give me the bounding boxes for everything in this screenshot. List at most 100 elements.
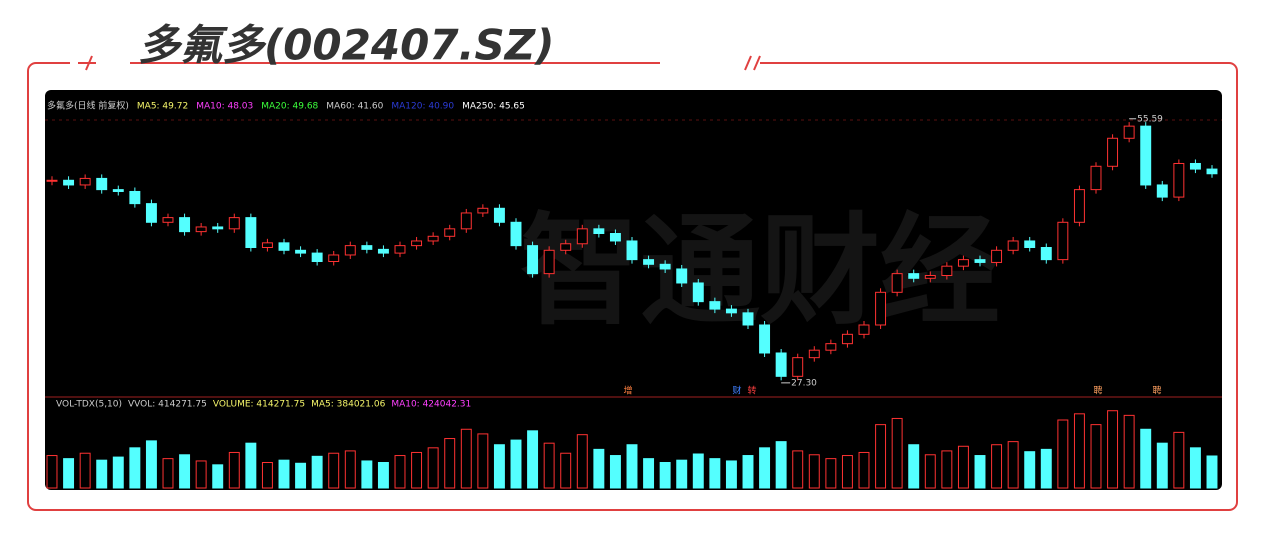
volume-bar (394, 455, 406, 489)
candle (328, 254, 340, 263)
volume-bar (1189, 447, 1201, 489)
low-label: 27.30 (791, 378, 817, 388)
candle (245, 217, 257, 249)
candle (1206, 168, 1218, 175)
volume-bar (891, 417, 903, 489)
volume-bar (908, 444, 920, 489)
candle (477, 207, 489, 214)
candle (1007, 240, 1019, 251)
legend-item: MA60: 41.60 (326, 102, 383, 112)
legend-item: VVOL: 414271.75 (128, 400, 207, 410)
volume-bar (112, 456, 124, 489)
volume-bar (626, 444, 638, 489)
frame-tick (744, 55, 752, 71)
candle (493, 207, 505, 223)
candle (46, 179, 58, 182)
volume-bar (179, 454, 191, 489)
legend-item: MA10: 48.03 (196, 102, 253, 112)
legend-item: MA5: 384021.06 (311, 400, 385, 410)
candle (1040, 247, 1052, 261)
event-marker: 聘 (1152, 385, 1161, 397)
volume-bar (543, 442, 555, 489)
volume-bar (1007, 441, 1019, 489)
candle (775, 352, 787, 377)
volume-bar (1173, 431, 1185, 489)
volume-bar (1206, 455, 1218, 489)
volume-bar (643, 458, 655, 489)
volume-bar (295, 462, 307, 489)
candle (593, 228, 605, 234)
candle (129, 190, 141, 205)
volume-bar (278, 459, 290, 489)
candle (725, 308, 737, 314)
legend-item: MA250: 45.65 (462, 102, 525, 112)
volume-bar (792, 450, 804, 489)
candle (179, 217, 191, 233)
chart-panel (45, 90, 1222, 490)
volume-bar (825, 458, 837, 489)
candle (228, 217, 240, 230)
frame-tick (753, 55, 761, 71)
candle (63, 179, 75, 186)
volume-bar (46, 455, 58, 489)
legend-item: VOLUME: 414271.75 (213, 400, 305, 410)
candle (1173, 162, 1185, 198)
candle (344, 245, 356, 256)
candle (261, 242, 273, 248)
legend-item: VOL-TDX(5,10) (56, 400, 122, 410)
candle (212, 226, 224, 230)
volume-bar (609, 455, 621, 489)
event-marker: 财 (732, 385, 741, 397)
volume-bar (444, 438, 456, 489)
candle (643, 259, 655, 265)
volume-bar (311, 455, 323, 489)
candle (427, 235, 439, 242)
candle (759, 324, 771, 354)
volume-bar (974, 455, 986, 489)
volume-bar (1107, 410, 1119, 489)
volume-bar (510, 439, 522, 489)
candle (1090, 165, 1102, 191)
candle (361, 245, 373, 250)
candle (79, 177, 91, 186)
volume-bar (1073, 413, 1085, 489)
frame (27, 62, 1238, 511)
watermark: 智通财经 (520, 203, 1000, 342)
high-label: 55.59 (1137, 114, 1163, 124)
candle (394, 245, 406, 254)
candle (1107, 137, 1119, 167)
legend-item: MA20: 49.68 (261, 102, 318, 112)
volume-bar (527, 430, 539, 489)
candle (576, 228, 588, 245)
candle (195, 226, 207, 233)
volume-bar (228, 451, 240, 489)
legend-item: MA120: 40.90 (391, 102, 454, 112)
volume-bar (759, 447, 771, 489)
volume-bar (1123, 414, 1135, 489)
volume-bar (493, 444, 505, 489)
volume-bar (1040, 448, 1052, 489)
frame-gap (660, 55, 760, 71)
volume-bar (460, 428, 472, 489)
candle (1024, 240, 1036, 249)
candle (145, 203, 157, 223)
chart-title: 多氟多(002407.SZ) (138, 21, 554, 70)
volume-bar (261, 462, 273, 489)
volume-bar (245, 442, 257, 489)
volume-bar (162, 458, 174, 489)
volume-bar (411, 451, 423, 489)
volume-bar (692, 453, 704, 489)
volume-bar (841, 455, 853, 489)
volume-bar (212, 464, 224, 489)
candle (991, 249, 1003, 263)
volume-bar (808, 454, 820, 489)
volume-bar (1024, 451, 1036, 489)
candle (676, 268, 688, 284)
volume-bar (875, 424, 887, 489)
candle (792, 357, 804, 377)
candle (460, 212, 472, 230)
candle (278, 242, 290, 251)
candle (311, 252, 323, 263)
candle (560, 243, 572, 251)
candle (957, 259, 969, 267)
